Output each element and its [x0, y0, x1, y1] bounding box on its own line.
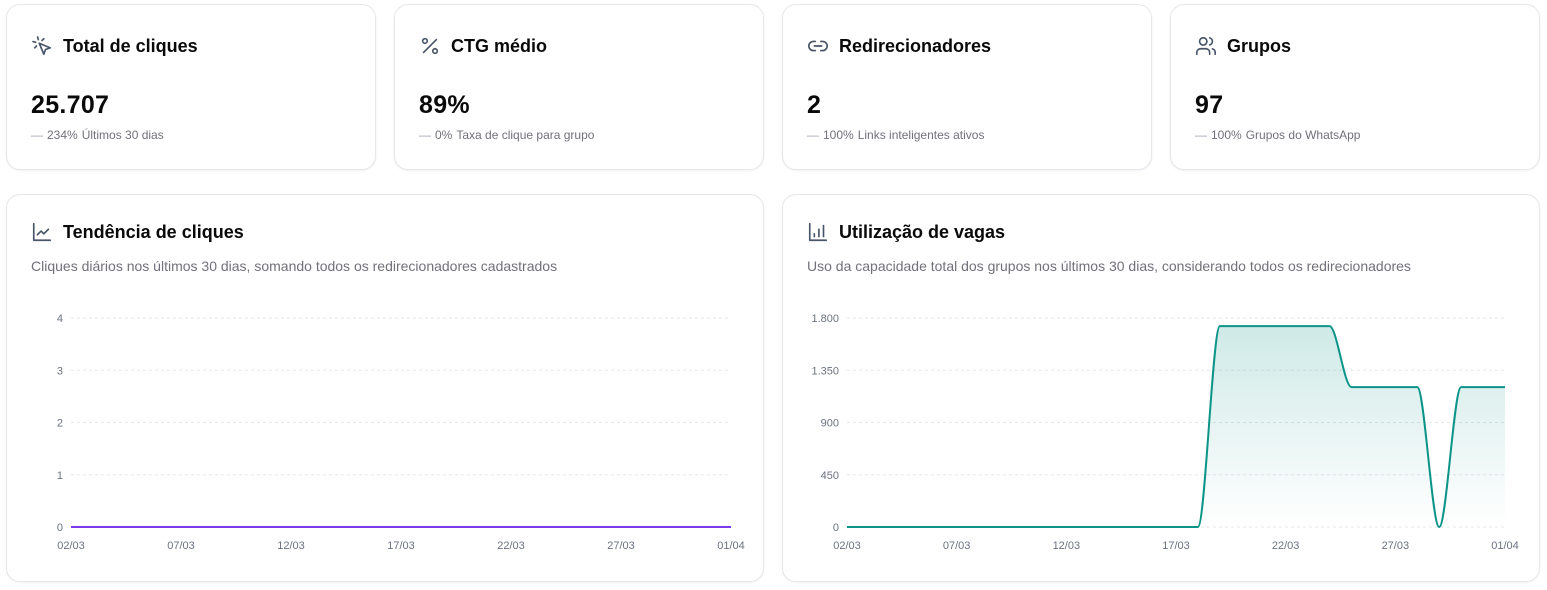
- chart-description: Cliques diários nos últimos 30 dias, som…: [31, 258, 558, 274]
- stat-caption: Grupos do WhatsApp: [1245, 128, 1361, 142]
- stat-card-ctg: CTG médio 89% — 0% Taxa de clique para gru…: [394, 4, 764, 170]
- x-tick-label: 17/03: [1162, 540, 1190, 552]
- clicks-line-chart: 0 1 2 3 4 02/03 07/03 12/03 17/03 22/03 27/03 01/04: [57, 313, 745, 552]
- y-tick-label: 3: [57, 365, 63, 377]
- stat-title: Total de cliques: [63, 35, 198, 56]
- chart-description: Uso da capacidade total dos grupos nos ú…: [807, 258, 1411, 274]
- stat-card-total-clicks: Total de cliques 25.707 — 234% Últimos 30 …: [6, 4, 376, 170]
- series-line[interactable]: [847, 325, 1505, 529]
- stat-value: 97: [1195, 91, 1224, 119]
- y-tick-label: 450: [821, 470, 839, 482]
- stat-delta: 0%: [435, 128, 453, 142]
- trend-dash: —: [807, 128, 819, 142]
- bar-chart-icon: [808, 222, 828, 242]
- capacity-usage-card: Utilização de vagas Uso da capacidade to…: [782, 194, 1540, 582]
- x-tick-label: 22/03: [1272, 540, 1300, 552]
- x-tick-label: 27/03: [607, 540, 635, 552]
- percent-icon: [421, 37, 439, 55]
- x-tick-label: 07/03: [943, 540, 971, 552]
- stat-delta: 100%: [1211, 128, 1242, 142]
- stat-delta: 234%: [47, 128, 78, 142]
- chart-title: Tendência de cliques: [63, 221, 244, 242]
- y-tick-label: 1.800: [811, 313, 839, 325]
- trend-dash: —: [1195, 128, 1207, 142]
- cursor-click-icon: [32, 36, 52, 56]
- x-tick-label: 01/04: [717, 540, 745, 552]
- line-chart-icon: [32, 222, 52, 242]
- y-tick-label: 0: [57, 522, 63, 534]
- trend-dash: —: [31, 128, 43, 142]
- x-tick-label: 22/03: [497, 540, 525, 552]
- y-tick-label: 1.350: [811, 365, 839, 377]
- y-tick-label: 2: [57, 418, 63, 430]
- stat-value: 2: [807, 91, 822, 119]
- y-tick-label: 1: [57, 470, 63, 482]
- stat-card-groups: Grupos 97 — 100% Grupos do WhatsApp: [1170, 4, 1540, 170]
- trend-dash: —: [419, 128, 431, 142]
- stat-caption: Links inteligentes ativos: [857, 128, 985, 142]
- x-tick-label: 02/03: [833, 540, 861, 552]
- clicks-trend-card: Tendência de cliques Cliques diários nos…: [6, 194, 764, 582]
- y-tick-label: 900: [821, 418, 839, 430]
- stat-card-redirectors: Redirecionadores 2 — 100% Links inteligent…: [782, 4, 1152, 170]
- chart-title: Utilização de vagas: [839, 221, 1006, 242]
- x-tick-label: 12/03: [277, 540, 305, 552]
- stat-title: Redirecionadores: [839, 35, 992, 56]
- x-tick-label: 07/03: [167, 540, 195, 552]
- stat-caption: Taxa de clique para grupo: [456, 128, 595, 142]
- stat-value: 25.707: [31, 91, 110, 119]
- users-icon: [1196, 36, 1216, 56]
- x-tick-label: 12/03: [1053, 540, 1081, 552]
- x-tick-label: 27/03: [1382, 540, 1410, 552]
- stat-caption: Últimos 30 dias: [81, 128, 164, 142]
- capacity-area-chart: 0 450 900 1.350 1.800 02/03 07/03 12/03 17/03 22/…: [811, 313, 1519, 552]
- x-tick-label: 02/03: [57, 540, 85, 552]
- stat-title: CTG médio: [451, 35, 548, 56]
- stat-title: Grupos: [1227, 35, 1292, 56]
- x-tick-label: 01/04: [1491, 540, 1519, 552]
- stat-delta: 100%: [823, 128, 854, 142]
- y-tick-label: 0: [833, 522, 839, 534]
- y-tick-label: 4: [57, 313, 63, 325]
- link-icon: [808, 40, 828, 52]
- stat-value: 89%: [419, 91, 470, 119]
- area-fill: [847, 326, 1505, 527]
- x-tick-label: 17/03: [387, 540, 415, 552]
